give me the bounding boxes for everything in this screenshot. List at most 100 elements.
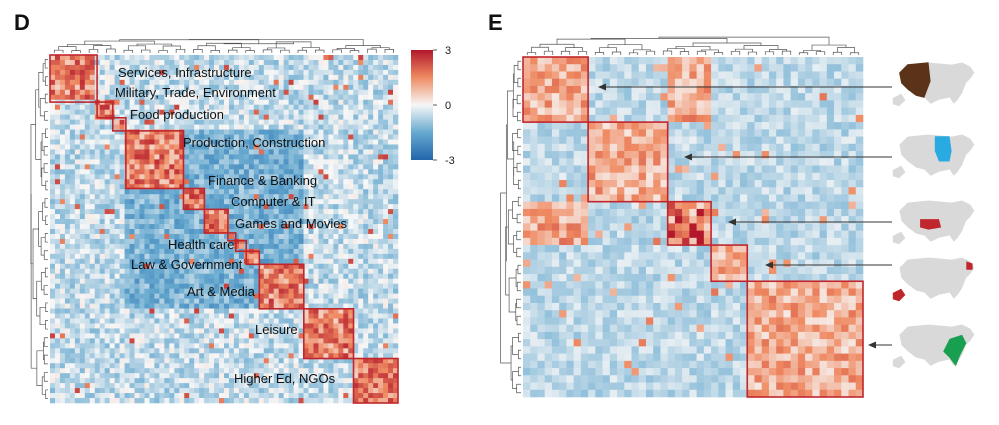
heatmap-cell (134, 288, 140, 294)
heatmap-cell (179, 94, 185, 101)
heatmap-cell (114, 323, 120, 329)
heatmap-cell (333, 144, 339, 150)
heatmap-cell (54, 149, 61, 155)
heatmap-cell (59, 114, 66, 120)
heatmap-cell (283, 55, 289, 61)
heatmap-cell (209, 248, 215, 255)
heatmap-cell (238, 219, 245, 225)
heatmap-cell (368, 64, 374, 71)
heatmap-cell (323, 124, 329, 130)
heatmap-cell (378, 159, 384, 165)
heatmap-cell (79, 124, 86, 130)
heatmap-cell (114, 104, 120, 110)
heatmap-cell (214, 383, 220, 389)
heatmap-cell (129, 393, 135, 399)
heatmap-cell (343, 134, 349, 140)
heatmap-cell (119, 258, 125, 265)
heatmap-cell (209, 104, 215, 110)
heatmap-cell (79, 313, 86, 319)
heatmap-cell (368, 139, 374, 145)
heatmap-cell (348, 114, 354, 120)
heatmap-cell (219, 233, 225, 240)
heatmap-cell (363, 268, 369, 275)
heatmap-cell (273, 398, 279, 404)
heatmap-cell (233, 99, 240, 106)
heatmap-cell (124, 243, 130, 250)
heatmap-cell (164, 219, 170, 225)
heatmap-cell (258, 204, 265, 210)
heatmap-cell (318, 258, 324, 265)
heatmap-cell (368, 273, 374, 280)
heatmap-cell (393, 258, 399, 265)
heatmap-cell (313, 283, 319, 289)
heatmap-cell (393, 144, 399, 150)
heatmap-cell (84, 343, 91, 349)
heatmap-cell (298, 69, 304, 76)
heatmap-cell (79, 363, 86, 369)
heatmap-cell (393, 179, 399, 185)
heatmap-cell (233, 109, 240, 115)
heatmap-cell (353, 323, 359, 329)
heatmap-cell (228, 243, 235, 250)
heatmap-cell (303, 114, 309, 120)
heatmap-cell (363, 194, 369, 200)
heatmap-cell (184, 378, 190, 384)
heatmap-cell (149, 99, 155, 106)
heatmap-cell (50, 318, 56, 324)
heatmap-cell (174, 398, 180, 404)
heatmap-cell (358, 184, 364, 190)
heatmap-cell (358, 378, 364, 384)
heatmap-cell (268, 293, 275, 299)
heatmap-cell (179, 89, 185, 96)
heatmap-cell (313, 55, 319, 61)
heatmap-cell (308, 179, 314, 185)
heatmap-cell (343, 313, 349, 319)
heatmap-cell (214, 378, 220, 384)
heatmap-cell (388, 79, 394, 86)
heatmap-cell (288, 393, 294, 399)
heatmap-cell (64, 224, 71, 230)
heatmap-cell (199, 129, 205, 135)
heatmap-cell (238, 114, 245, 120)
heatmap-cell (129, 55, 135, 61)
heatmap-cell (199, 383, 205, 389)
heatmap-cell (64, 164, 71, 170)
heatmap-cell (333, 268, 339, 275)
heatmap-cell (104, 253, 110, 260)
heatmap-cell (64, 323, 71, 329)
heatmap-cell (144, 55, 150, 61)
heatmap-cell (263, 278, 270, 284)
heatmap-cell (293, 139, 299, 145)
heatmap-cell (129, 253, 135, 260)
heatmap-cell (139, 84, 145, 91)
heatmap-cell (134, 313, 140, 319)
heatmap-cell (323, 74, 329, 81)
heatmap-cell (174, 338, 180, 344)
dendrogram-branch (58, 46, 77, 51)
heatmap-cell (184, 343, 190, 349)
heatmap-cell (89, 378, 96, 384)
heatmap-cell (179, 283, 185, 289)
heatmap-cell (174, 134, 180, 140)
dendrogram-branch (371, 47, 390, 50)
heatmap-cell (99, 308, 105, 314)
heatmap-cell (174, 303, 180, 309)
heatmap-cell (363, 124, 369, 130)
heatmap-cell (219, 204, 225, 210)
heatmap-cell (74, 323, 81, 329)
heatmap-cell (383, 273, 389, 280)
heatmap-cell (258, 353, 265, 359)
heatmap-cell (353, 243, 359, 250)
heatmap-cell (59, 368, 66, 374)
heatmap-cell (124, 398, 130, 404)
heatmap-cell (268, 328, 275, 334)
heatmap-cell (154, 328, 160, 334)
heatmap-cell (363, 248, 369, 255)
heatmap-cell (303, 378, 309, 384)
heatmap-cell (308, 383, 314, 389)
heatmap-cell (383, 109, 389, 115)
heatmap-cell (164, 214, 170, 220)
heatmap-cell (189, 104, 195, 110)
heatmap-cell (104, 194, 110, 200)
heatmap-cell (224, 368, 230, 374)
